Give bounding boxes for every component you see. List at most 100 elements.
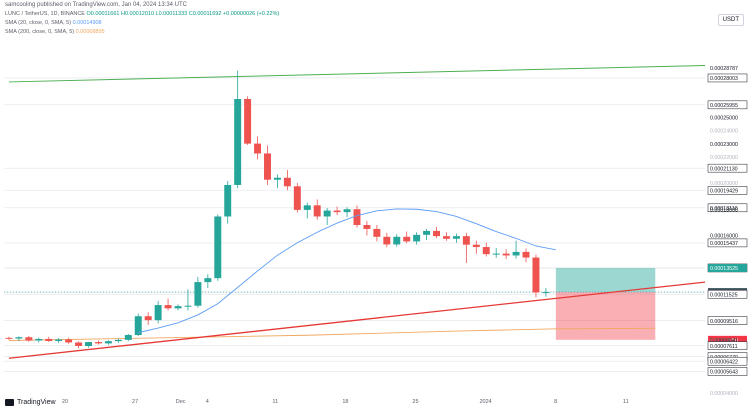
tradingview-logo-icon [5, 399, 14, 406]
price-axis-label: 0.00016000 [710, 234, 738, 240]
candle-body [303, 205, 311, 210]
candle-body [363, 225, 371, 229]
time-axis-tick-label: Dec [176, 399, 186, 405]
candle-body [502, 253, 510, 256]
candle-body [472, 244, 480, 248]
candle-body [45, 338, 53, 342]
price-axis-label: 0.00022000 [710, 155, 738, 161]
candle-body [75, 342, 83, 347]
candle-body [452, 236, 460, 239]
candle-body [194, 282, 202, 306]
time-axis-tick-label: 11 [623, 399, 629, 405]
candle-body [522, 251, 530, 258]
candle-body [124, 334, 132, 340]
price-axis-label-box [707, 356, 748, 366]
sma20-legend[interactable]: SMA (20, close, 0, SMA, 5) 0.00014908 [5, 20, 102, 26]
price-axis-label: 0.00021130 [710, 166, 738, 172]
candle-body [25, 337, 33, 341]
price-axis-label: 0.00009516 [710, 319, 738, 325]
candle-body [35, 338, 43, 341]
candle-body [423, 230, 431, 235]
candle-body [134, 316, 142, 335]
candle-body [393, 236, 401, 245]
candle-body [5, 337, 13, 339]
price-axis-label: 0.00023000 [710, 142, 738, 148]
stop-loss-zone [555, 292, 656, 340]
price-axis-label: 0.00020000 [710, 181, 738, 187]
candle-body [104, 341, 112, 344]
candle-body [482, 247, 490, 255]
price-axis-label: 0.00024000 [710, 129, 738, 135]
candle-body [353, 209, 361, 225]
candle-body [273, 177, 281, 180]
candle-body [204, 278, 212, 283]
candle-body [15, 337, 23, 339]
price-axis-label: 0.00005643 [710, 370, 738, 376]
candle-body [85, 342, 92, 347]
time-axis-tick-label: 27 [132, 399, 138, 405]
candle-body [144, 316, 152, 321]
candle-body [323, 210, 331, 217]
candle-body [373, 228, 381, 237]
price-axis-label: 0.00025955 [710, 103, 738, 109]
candle-body [492, 253, 500, 255]
candle-body [264, 153, 271, 180]
candle-body [65, 339, 73, 343]
candle-body [413, 234, 421, 242]
publisher-credit: samcooling published on TradingView.com,… [5, 2, 188, 8]
candle-body [293, 186, 301, 210]
sma200-label: SMA (200, close, 0, SMA, 5) [5, 29, 75, 35]
price-axis-label: 0.00025000 [710, 116, 738, 122]
candle-body [234, 99, 242, 185]
candle-body [154, 305, 162, 321]
price-axis-label: 0.00015437 [710, 241, 738, 247]
time-axis-tick-label: 18 [342, 399, 348, 405]
time-axis-tick-label: 2024 [479, 399, 491, 405]
price-axis-label: 0.00008041 [710, 338, 738, 344]
time-axis-tick-label: 25 [412, 399, 418, 405]
price-axis-label: 0.00008050 [710, 338, 738, 344]
price-axis-label: 0.00028003 [710, 76, 738, 82]
price-axis-label: 0.00019429 [710, 189, 738, 195]
price-axis-label-box [707, 341, 748, 350]
candle-body [383, 236, 391, 245]
candle-body [433, 230, 441, 237]
candle-body [244, 99, 252, 144]
sma200-value: 0.00008895 [75, 29, 105, 35]
candle-body [214, 216, 222, 279]
candle-body [512, 251, 520, 256]
price-axis-label-box [707, 367, 748, 376]
resistance-trendline [8, 65, 706, 83]
price-axis-label: 0.00006422 [710, 359, 738, 365]
price-axis-label-box [707, 186, 748, 195]
time-axis-tick-label: 20 [62, 399, 68, 405]
sma200-legend[interactable]: SMA (200, close, 0, SMA, 5) 0.00008895 [5, 29, 105, 35]
time-axis-tick-label: 8 [554, 399, 557, 405]
symbol-line[interactable]: LUNC / TetherUS, 1D, BINANCE [5, 11, 85, 17]
support-trendline [8, 281, 706, 359]
time-axis-tick-label: 11 [272, 399, 278, 405]
candle-body [532, 257, 540, 293]
ohlc-values: O0.00011661 H0.00012010 L0.00011333 C0.0… [86, 11, 222, 17]
price-axis-label: 0.00013525 [710, 266, 738, 272]
price-axis-label-box [707, 163, 748, 173]
candle-body [94, 342, 102, 344]
candle-body [164, 305, 172, 309]
candle-body [224, 184, 232, 217]
price-axis-label: 0.00011525 [710, 292, 738, 298]
price-axis-label-box [708, 263, 747, 272]
price-axis-label-box [707, 73, 748, 83]
candle-body [403, 236, 411, 242]
price-axis-label: 0.00007611 [710, 344, 738, 350]
attribution-label: TradingView [17, 399, 56, 406]
candle-body [254, 143, 262, 154]
sma20-line [138, 208, 556, 334]
change-value: +0.00000026 (+0.22%) [222, 11, 280, 17]
currency-button[interactable]: USDT [717, 14, 744, 26]
candle-body [55, 339, 63, 342]
price-axis-label: 0.00028787 [710, 66, 738, 72]
tradingview-attribution[interactable]: TradingView [5, 399, 56, 406]
candle-body [313, 205, 321, 217]
candle-body [442, 236, 450, 239]
